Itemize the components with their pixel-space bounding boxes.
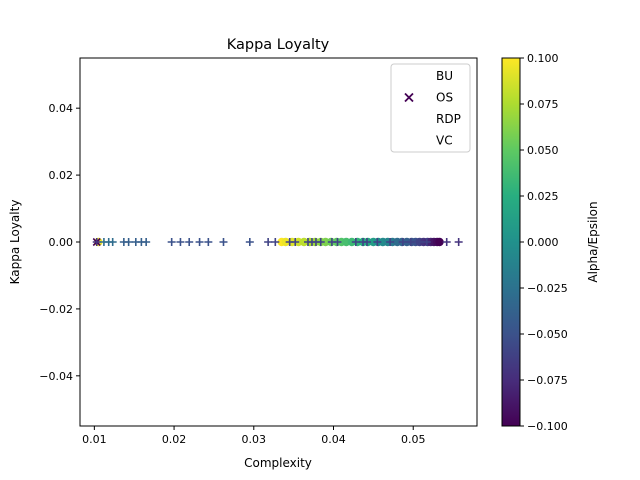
x-tick-label: 0.05 [401, 433, 426, 446]
y-axis-label: Kappa Loyalty [8, 200, 22, 285]
legend-label-os: OS [436, 91, 453, 105]
data-point-rdp [142, 238, 151, 246]
data-point-rdp [406, 238, 415, 246]
colorbar-tick-label: −0.050 [527, 328, 568, 341]
data-point-rdp [373, 238, 382, 246]
colorbar-tick-label: −0.025 [527, 282, 568, 295]
chart-title: Kappa Loyalty [227, 37, 330, 53]
colorbar-tick-label: 0.050 [527, 144, 559, 157]
data-point-rdp [454, 238, 463, 246]
data-point-rdp [185, 238, 194, 246]
legend-label-rdp: RDP [436, 112, 461, 126]
colorbar: 0.100 0.075 0.050 0.025 0.000 −0.025 −0.050 −0.… [501, 52, 600, 433]
legend-box [390, 63, 471, 153]
data-point-rdp [176, 238, 185, 246]
colorbar-tick-label: 0.075 [527, 98, 559, 111]
legend-entries: BU OS RDP VC [404, 69, 461, 148]
x-tick-label: 0.03 [242, 433, 267, 446]
data-point-rdp [362, 238, 371, 246]
data-point-rdp [167, 238, 176, 246]
data-marks [92, 237, 463, 247]
x-axis-label: Complexity [244, 456, 312, 470]
colorbar-tick-label: −0.100 [527, 420, 568, 433]
legend-label-vc: VC [436, 134, 453, 148]
y-tick-label: 0.02 [49, 169, 74, 182]
colorbar-label: Alpha/Epsilon [586, 201, 600, 282]
data-point-rdp [108, 238, 117, 246]
colorbar-tick-label: 0.100 [527, 52, 559, 65]
data-point-rdp [264, 238, 273, 246]
x-tick-label: 0.02 [162, 433, 187, 446]
data-point-rdp [291, 238, 300, 246]
data-point-rdp [316, 238, 325, 246]
legend: BU OS RDP VC [390, 63, 471, 153]
data-point-rdp [442, 238, 451, 246]
data-point-rdp [245, 238, 254, 246]
x-axis: 0.01 0.02 0.03 0.04 0.05 [82, 426, 425, 446]
legend-label-bu: BU [436, 69, 453, 83]
data-point-rdp [195, 238, 204, 246]
data-point-bu [435, 237, 444, 247]
legend-marker-os [404, 92, 414, 103]
data-point-rdp [271, 238, 280, 246]
data-point-rdp [386, 238, 395, 246]
y-tick-label: 0.00 [49, 236, 74, 249]
x-tick-label: 0.04 [321, 433, 346, 446]
colorbar-gradient [501, 57, 521, 427]
data-point-rdp [333, 238, 342, 246]
y-tick-label: −0.04 [39, 370, 73, 383]
data-point-rdp [219, 238, 228, 246]
data-point-rdp [422, 238, 431, 246]
colorbar-tick-label: 0.025 [527, 190, 559, 203]
colorbar-tick-label: 0.000 [527, 236, 559, 249]
colorbar-tick-label: −0.075 [527, 374, 568, 387]
data-point-rdp [204, 238, 213, 246]
y-axis: −0.04 −0.02 0.00 0.02 0.04 [39, 102, 80, 383]
y-tick-label: −0.02 [39, 303, 73, 316]
data-point-rdp [398, 238, 407, 246]
colorbar-ticks: 0.100 0.075 0.050 0.025 0.000 −0.025 −0.050 −0.… [520, 52, 568, 433]
y-tick-label: 0.04 [49, 102, 74, 115]
x-tick-label: 0.01 [82, 433, 107, 446]
data-point-rdp [124, 238, 133, 246]
data-point-rdp [351, 238, 360, 246]
data-point-rdp [92, 238, 101, 246]
data-point-rdp [415, 238, 424, 246]
